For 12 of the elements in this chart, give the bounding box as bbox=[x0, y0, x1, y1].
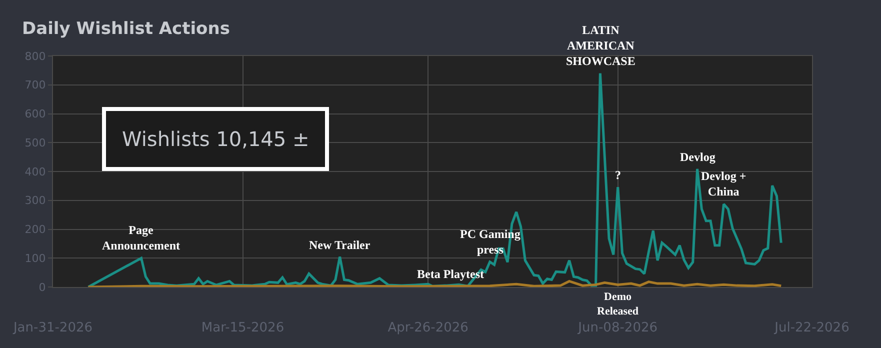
line-series bbox=[87, 72, 782, 287]
annotation: Demo Released bbox=[597, 291, 639, 318]
annotation: Beta Playtest bbox=[417, 267, 484, 281]
annotation: Wishlists 10,145 ± bbox=[122, 127, 310, 151]
annotation: Page Announcement bbox=[102, 223, 180, 253]
annotation: PC Gaming press bbox=[460, 227, 520, 257]
annotation: New Trailer bbox=[309, 238, 371, 252]
annotation: LATIN AMERICAN SHOWCASE bbox=[566, 23, 636, 68]
annotation: Devlog + China bbox=[701, 169, 746, 199]
chart-title: Daily Wishlist Actions bbox=[22, 18, 230, 39]
annotation: ? bbox=[615, 168, 621, 182]
annotation: Devlog bbox=[680, 150, 716, 164]
